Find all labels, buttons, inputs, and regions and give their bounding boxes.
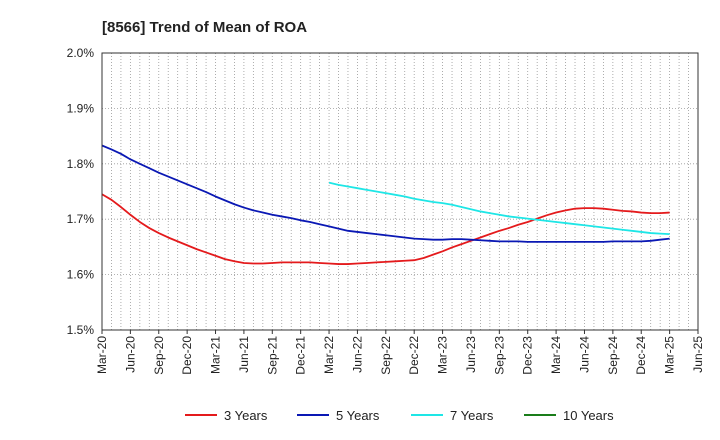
x-tick-label: Dec-20 [180, 336, 194, 375]
y-tick-label: 1.7% [67, 212, 95, 226]
x-tick-label: Mar-25 [663, 336, 677, 374]
x-tick-label: Mar-22 [322, 336, 336, 374]
x-tick-label: Jun-21 [237, 336, 251, 373]
x-tick-label: Dec-24 [634, 336, 648, 375]
y-tick-label: 1.6% [67, 268, 95, 282]
x-tick-label: Sep-21 [265, 336, 279, 375]
series-line-5-years [101, 144, 670, 243]
x-tick-label: Sep-23 [492, 336, 506, 375]
legend-label: 10 Years [563, 408, 614, 423]
y-axis-ticks: 1.5% 1.6% 1.7% 1.8% 1.9% 2.0% [67, 46, 95, 337]
series-line-3-years [101, 193, 670, 265]
y-tick-label: 2.0% [67, 46, 95, 60]
y-tick-label: 1.8% [67, 157, 95, 171]
x-tick-label: Dec-23 [521, 336, 535, 375]
x-tick-label: Mar-24 [549, 336, 563, 374]
x-tick-label: Sep-24 [606, 336, 620, 375]
x-tick-label: Mar-23 [436, 336, 450, 374]
x-axis-ticks: Mar-20 Jun-20 Sep-20 Dec-20 Mar-21 Jun-21 Sep-… [95, 330, 705, 375]
legend-label: 3 Years [224, 408, 268, 423]
x-tick-label: Sep-22 [379, 336, 393, 375]
x-tick-label: Jun-25 [691, 336, 705, 373]
chart-title: [8566] Trend of Mean of ROA [102, 19, 307, 36]
legend: 3 Years 5 Years 7 Years 10 Years [185, 408, 614, 423]
plot-border [101, 52, 699, 331]
grid-lines [102, 53, 698, 330]
x-tick-label: Mar-20 [95, 336, 109, 374]
series-lines [101, 144, 670, 265]
plot-area [102, 53, 698, 330]
y-tick-label: 1.9% [67, 101, 95, 115]
x-tick-label: Jun-23 [464, 336, 478, 373]
x-tick-label: Dec-21 [294, 336, 308, 375]
y-tick-label: 1.5% [67, 323, 95, 337]
x-tick-label: Mar-21 [209, 336, 223, 374]
legend-label: 5 Years [336, 408, 380, 423]
x-tick-label: Sep-20 [152, 336, 166, 375]
x-tick-label: Jun-22 [350, 336, 364, 373]
x-tick-label: Jun-20 [123, 336, 137, 373]
x-tick-label: Jun-24 [577, 336, 591, 373]
series-line-7-years [328, 181, 670, 236]
x-tick-label: Dec-22 [407, 336, 421, 375]
legend-label: 7 Years [450, 408, 494, 423]
